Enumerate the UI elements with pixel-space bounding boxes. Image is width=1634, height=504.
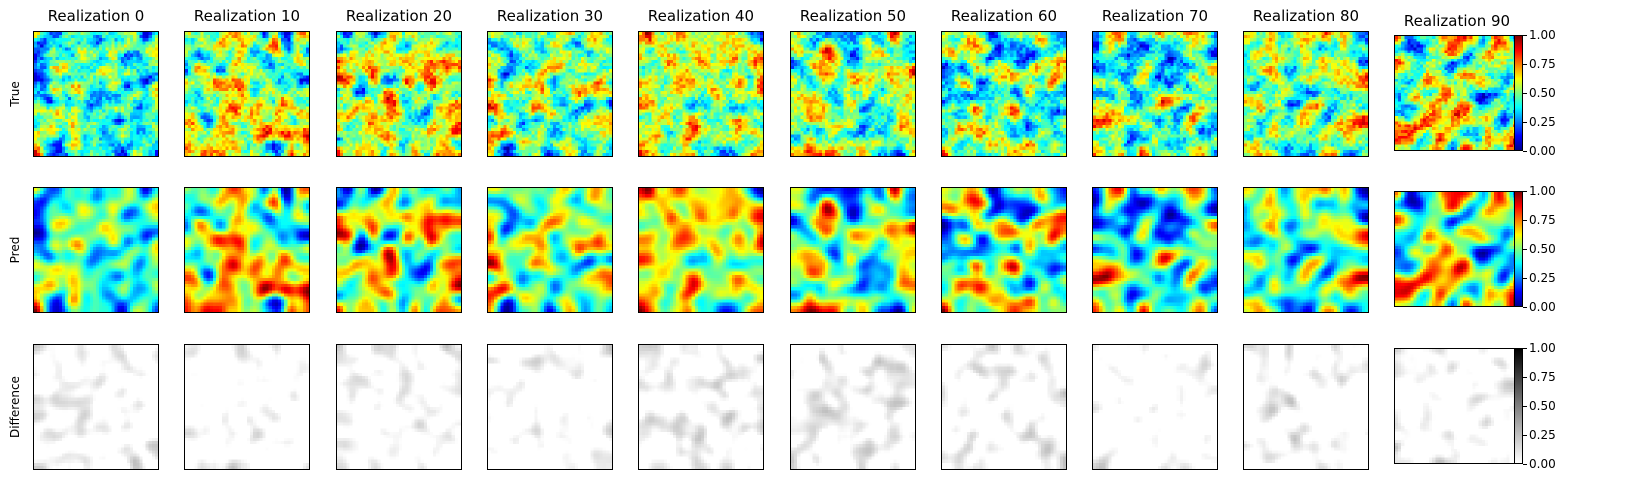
panel-true-1 bbox=[184, 31, 310, 157]
panel-true-0 bbox=[33, 31, 159, 157]
colorbar-tick-label: 0.00 bbox=[1529, 457, 1556, 471]
colorbar-tick bbox=[1523, 435, 1527, 436]
colorbar-tick bbox=[1523, 93, 1527, 94]
panel-true-4 bbox=[638, 31, 764, 157]
column-title: Realization 40 bbox=[648, 7, 754, 25]
panel-true-9 bbox=[1394, 35, 1520, 151]
colorbar-tick-label: 0.00 bbox=[1529, 144, 1556, 158]
colorbar-tick bbox=[1523, 151, 1527, 152]
colorbar-tick bbox=[1523, 220, 1527, 221]
panel-true-6 bbox=[941, 31, 1067, 157]
colorbar-pred bbox=[1514, 191, 1523, 307]
colorbar-tick-label: 0.75 bbox=[1529, 213, 1556, 227]
colorbar-tick bbox=[1523, 122, 1527, 123]
column-title: Realization 0 bbox=[48, 7, 145, 25]
colorbar-tick bbox=[1523, 377, 1527, 378]
row-label: Difference bbox=[8, 376, 22, 438]
panel-difference-3 bbox=[487, 344, 613, 470]
colorbar-tick-label: 0.25 bbox=[1529, 115, 1556, 129]
panel-true-3 bbox=[487, 31, 613, 157]
colorbar-tick-label: 0.75 bbox=[1529, 370, 1556, 384]
panel-pred-3 bbox=[487, 187, 613, 313]
column-title: Realization 90 bbox=[1404, 12, 1510, 30]
colorbar-true bbox=[1514, 35, 1523, 151]
panel-difference-6 bbox=[941, 344, 1067, 470]
panel-difference-9 bbox=[1394, 348, 1520, 464]
column-title: Realization 70 bbox=[1102, 7, 1208, 25]
panel-true-8 bbox=[1243, 31, 1369, 157]
panel-pred-1 bbox=[184, 187, 310, 313]
panel-difference-2 bbox=[336, 344, 462, 470]
panel-difference-5 bbox=[790, 344, 916, 470]
panel-difference-4 bbox=[638, 344, 764, 470]
panel-difference-0 bbox=[33, 344, 159, 470]
colorbar-tick-label: 0.25 bbox=[1529, 428, 1556, 442]
colorbar-difference bbox=[1514, 348, 1523, 464]
colorbar-tick-label: 1.00 bbox=[1529, 28, 1556, 42]
panel-pred-8 bbox=[1243, 187, 1369, 313]
colorbar-tick bbox=[1523, 348, 1527, 349]
panel-difference-8 bbox=[1243, 344, 1369, 470]
row-label: True bbox=[8, 81, 22, 107]
colorbar-tick bbox=[1523, 64, 1527, 65]
colorbar-tick bbox=[1523, 307, 1527, 308]
colorbar-tick bbox=[1523, 406, 1527, 407]
column-title: Realization 10 bbox=[194, 7, 300, 25]
column-title: Realization 80 bbox=[1253, 7, 1359, 25]
colorbar-tick bbox=[1523, 191, 1527, 192]
panel-true-7 bbox=[1092, 31, 1218, 157]
column-title: Realization 30 bbox=[497, 7, 603, 25]
colorbar-tick-label: 0.50 bbox=[1529, 242, 1556, 256]
colorbar-tick bbox=[1523, 35, 1527, 36]
panel-true-5 bbox=[790, 31, 916, 157]
colorbar-tick-label: 1.00 bbox=[1529, 184, 1556, 198]
colorbar-tick-label: 0.50 bbox=[1529, 399, 1556, 413]
panel-pred-4 bbox=[638, 187, 764, 313]
column-title: Realization 50 bbox=[800, 7, 906, 25]
colorbar-tick bbox=[1523, 249, 1527, 250]
panel-pred-9 bbox=[1394, 191, 1520, 307]
column-title: Realization 60 bbox=[951, 7, 1057, 25]
colorbar-tick-label: 0.75 bbox=[1529, 57, 1556, 71]
colorbar-tick-label: 0.00 bbox=[1529, 300, 1556, 314]
panel-pred-6 bbox=[941, 187, 1067, 313]
colorbar-tick bbox=[1523, 464, 1527, 465]
colorbar-tick bbox=[1523, 278, 1527, 279]
column-title: Realization 20 bbox=[346, 7, 452, 25]
colorbar-tick-label: 1.00 bbox=[1529, 341, 1556, 355]
panel-pred-0 bbox=[33, 187, 159, 313]
row-label: Pred bbox=[8, 237, 22, 264]
panel-difference-7 bbox=[1092, 344, 1218, 470]
panel-difference-1 bbox=[184, 344, 310, 470]
panel-true-2 bbox=[336, 31, 462, 157]
panel-pred-2 bbox=[336, 187, 462, 313]
colorbar-tick-label: 0.50 bbox=[1529, 86, 1556, 100]
colorbar-tick-label: 0.25 bbox=[1529, 271, 1556, 285]
panel-pred-7 bbox=[1092, 187, 1218, 313]
panel-pred-5 bbox=[790, 187, 916, 313]
